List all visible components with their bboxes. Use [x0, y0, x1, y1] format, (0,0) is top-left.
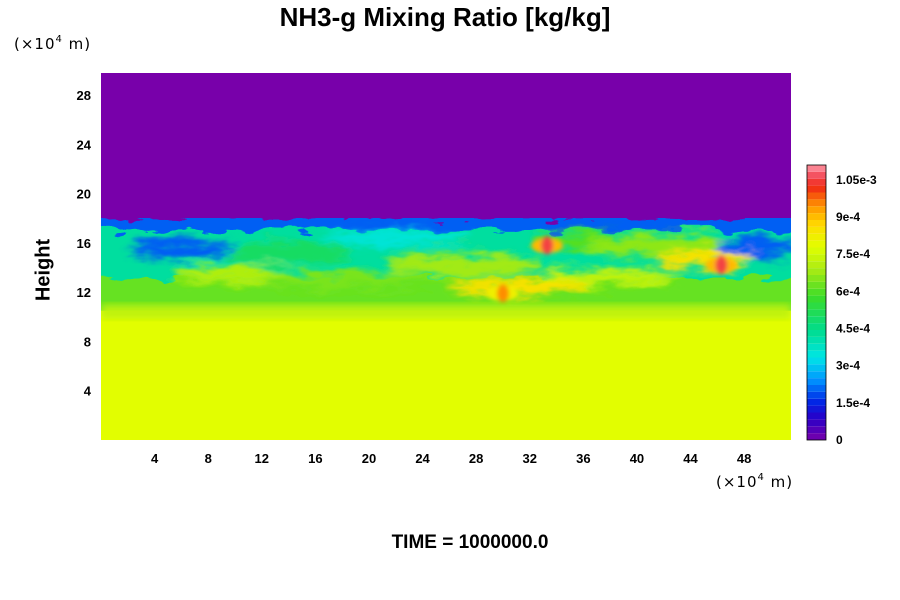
- colorbar-swatch: [807, 254, 826, 262]
- colorbar-swatch: [807, 323, 826, 330]
- colorbar-frame: [806, 164, 827, 441]
- y-tick-label: 24: [77, 137, 92, 152]
- colorbar-swatch: [807, 433, 826, 440]
- time-label: TIME = 1000000.0: [391, 532, 549, 553]
- maxima: [486, 236, 738, 303]
- colorbar-tick-label: 1.05e-3: [836, 173, 877, 187]
- lower-transition: [101, 304, 791, 319]
- colorbar-tick-label: 4.5e-4: [836, 322, 870, 336]
- y-tick-label: 12: [77, 285, 91, 300]
- colorbar-swatch: [807, 275, 826, 282]
- colorbar-swatch: [807, 261, 826, 269]
- colorbar-swatch: [807, 364, 826, 372]
- x-tick-label: 44: [683, 451, 698, 466]
- colorbar-swatch: [807, 357, 826, 365]
- y-unit-exponent: 4: [55, 34, 63, 45]
- colorbar-tick-label: 9e-4: [836, 210, 860, 224]
- colorbar-swatch: [807, 426, 826, 434]
- colorbar-swatch: [807, 391, 826, 399]
- turbulent-blob: [717, 235, 791, 260]
- colorbar-swatch: [807, 281, 826, 289]
- turbulent-blob: [228, 240, 349, 265]
- colorbar-swatch: [807, 330, 826, 337]
- colorbar-swatch: [807, 185, 826, 193]
- colorbar-swatch: [807, 350, 826, 358]
- turbulent-blob: [446, 279, 587, 296]
- colorbar-swatch: [807, 171, 826, 179]
- colorbar-tick-label: 7.5e-4: [836, 247, 870, 261]
- y-tick-label: 28: [77, 88, 91, 103]
- x-tick-label: 48: [737, 451, 751, 466]
- colorbar-swatch: [807, 378, 826, 385]
- colorbar-swatch: [807, 419, 826, 427]
- x-axis-unit: (×104 m): [716, 472, 793, 491]
- colorbar-swatch: [807, 302, 826, 310]
- colorbar-swatch: [807, 165, 826, 172]
- y-tick-label: 20: [77, 187, 91, 202]
- turbulent-blob: [325, 230, 466, 247]
- colorbar-tick-label: 6e-4: [836, 284, 860, 298]
- colorbar-swatch: [807, 336, 826, 344]
- colorbar-swatch: [807, 405, 826, 413]
- x-tick-label: 4: [151, 451, 159, 466]
- y-unit-prefix: (×10: [14, 35, 56, 53]
- y-tick-label: 4: [84, 384, 92, 399]
- colorbar-swatch: [807, 192, 826, 200]
- colorbar-swatch: [807, 288, 826, 296]
- colorbar-tick-label: 1.5e-4: [836, 396, 870, 410]
- x-tick-label: 20: [362, 451, 376, 466]
- y-tick-label: 16: [77, 236, 91, 251]
- transition-strip: [101, 304, 791, 319]
- colorbar-swatch: [807, 371, 826, 379]
- maximum-core: [715, 256, 728, 275]
- colorbar-swatch: [807, 206, 826, 214]
- colorbar-swatch: [807, 233, 826, 241]
- colorbar-swatch: [807, 343, 826, 351]
- x-tick-label: 24: [415, 451, 430, 466]
- colorbar-swatch: [807, 295, 826, 303]
- x-tick-label: 16: [308, 451, 322, 466]
- x-tick-label: 40: [630, 451, 644, 466]
- turbulent-blob: [583, 234, 744, 257]
- colorbar-swatch: [807, 240, 826, 248]
- colorbar-swatch: [807, 385, 826, 392]
- turbulent-blob: [126, 239, 237, 260]
- y-tick-label: 8: [84, 334, 91, 349]
- x-tick-label: 36: [576, 451, 590, 466]
- turbulent-blob: [653, 252, 754, 269]
- colorbar-swatch: [807, 226, 826, 234]
- maximum-core: [541, 236, 554, 255]
- x-tick-label: 32: [523, 451, 537, 466]
- x-tick-label: 8: [205, 451, 212, 466]
- colorbar-swatch: [807, 398, 826, 406]
- x-unit-suffix: m): [764, 473, 794, 491]
- colorbar-tick-label: 3e-4: [836, 359, 860, 373]
- y-unit-suffix: m): [62, 35, 92, 53]
- x-tick-label: 28: [469, 451, 483, 466]
- lower-region: [101, 310, 791, 440]
- colorbar-swatch: [807, 199, 826, 207]
- chart-title: NH3-g Mixing Ratio [kg/kg]: [279, 2, 611, 32]
- colorbar-swatch: [807, 247, 826, 255]
- x-unit-prefix: (×10: [716, 473, 758, 491]
- y-axis-unit: (×104 m): [14, 34, 91, 53]
- colorbar-swatch: [807, 213, 826, 220]
- colorbar-swatch: [807, 309, 826, 317]
- colorbar-swatch: [807, 412, 826, 420]
- colorbar-swatch: [807, 268, 826, 275]
- maximum-core: [496, 284, 509, 303]
- turbulent-blob: [540, 268, 681, 287]
- colorbar-tick-label: 0: [836, 433, 843, 447]
- turbulent-blob: [262, 271, 423, 288]
- colorbar-swatch: [807, 316, 826, 324]
- x-tick-label: 12: [255, 451, 269, 466]
- x-unit-exponent: 4: [757, 472, 765, 483]
- turbulent-blob: [382, 253, 543, 278]
- colorbar-swatch: [807, 178, 826, 186]
- colorbar-swatch: [807, 220, 826, 227]
